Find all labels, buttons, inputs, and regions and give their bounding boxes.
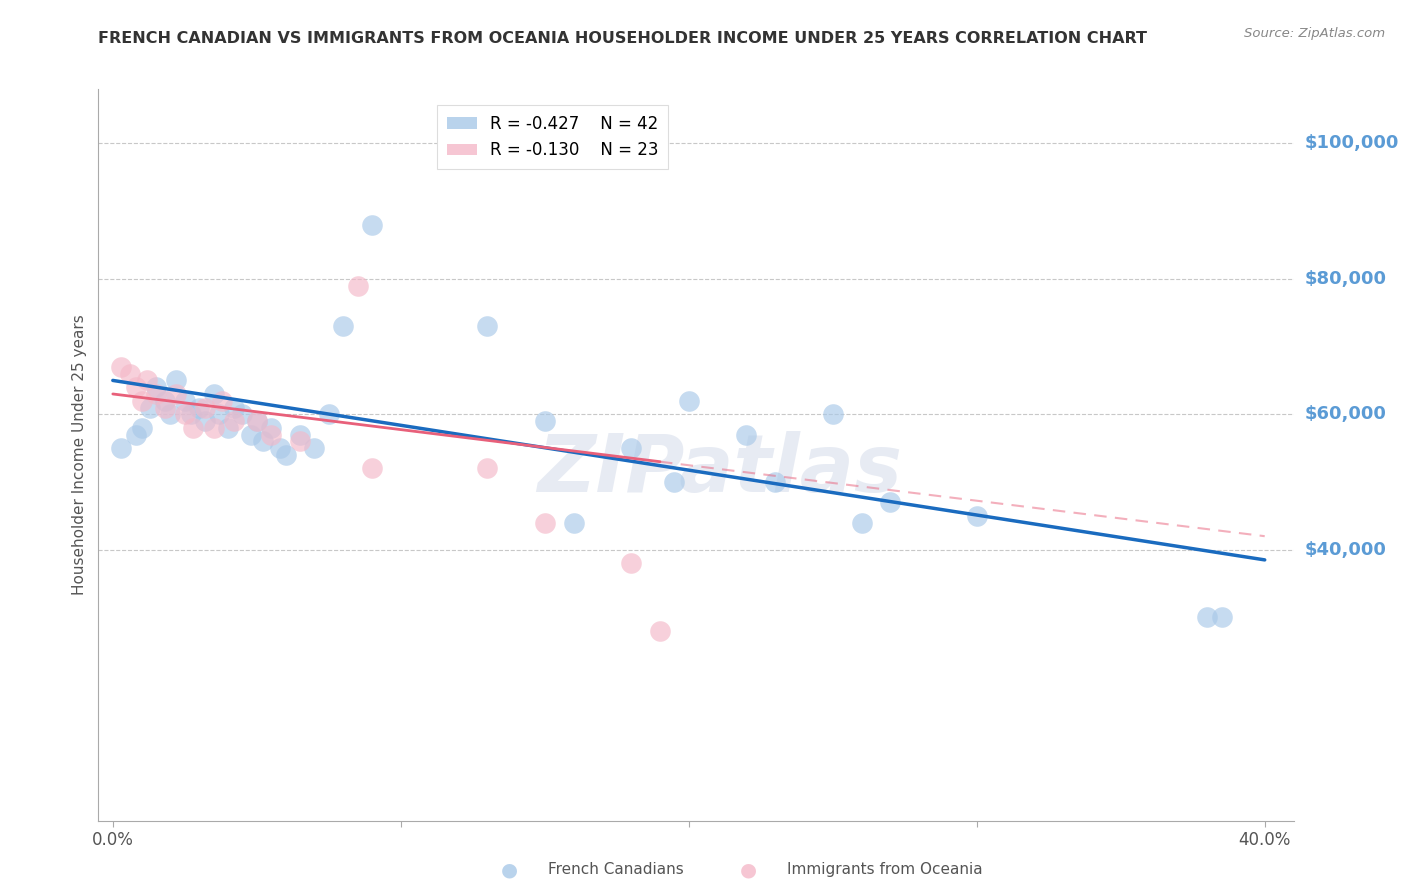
Point [231,407,253,421]
Text: ZIPatlas: ZIPatlas [537,431,903,508]
Point [318,407,340,421]
Point [120,367,142,381]
Point [159,407,181,421]
Point [260,427,283,442]
Point [332,319,354,334]
Text: ●: ● [740,860,756,880]
Point [678,393,700,408]
Point [180,407,202,421]
Point [252,434,274,449]
Point [136,373,159,387]
Point [269,441,291,455]
Point [851,516,873,530]
Text: $60,000: $60,000 [1305,405,1386,424]
Point [194,414,217,428]
Text: Immigrants from Oceania: Immigrants from Oceania [787,863,983,877]
Point [153,401,176,415]
Point [735,427,758,442]
Point [165,373,187,387]
Point [346,278,368,293]
Point [763,475,786,489]
Text: $40,000: $40,000 [1305,541,1386,558]
Point [361,218,384,232]
Text: French Canadians: French Canadians [548,863,685,877]
Point [217,421,239,435]
Text: ●: ● [501,860,517,880]
Point [165,387,187,401]
Point [821,407,844,421]
Point [153,393,176,408]
Point [304,441,326,455]
Point [173,407,195,421]
Point [222,414,245,428]
Point [664,475,686,489]
Point [202,387,225,401]
Point [477,319,499,334]
Point [288,427,311,442]
Point [966,508,988,523]
Point [125,380,148,394]
Point [1211,610,1233,624]
Text: Source: ZipAtlas.com: Source: ZipAtlas.com [1244,27,1385,40]
Point [194,401,217,415]
Point [562,516,585,530]
Point [274,448,297,462]
Point [145,387,167,401]
Point [361,461,384,475]
Point [202,421,225,435]
Point [246,414,269,428]
Point [246,414,269,428]
Text: FRENCH CANADIAN VS IMMIGRANTS FROM OCEANIA HOUSEHOLDER INCOME UNDER 25 YEARS COR: FRENCH CANADIAN VS IMMIGRANTS FROM OCEAN… [98,31,1147,46]
Y-axis label: Householder Income Under 25 years: Householder Income Under 25 years [72,315,87,595]
Point [477,461,499,475]
Point [188,401,211,415]
Text: $80,000: $80,000 [1305,270,1386,288]
Point [110,359,132,374]
Point [533,516,555,530]
Point [211,393,233,408]
Point [208,407,231,421]
Point [260,421,283,435]
Point [620,441,643,455]
Point [1197,610,1219,624]
Point [110,441,132,455]
Point [648,624,671,638]
Point [145,380,167,394]
Point [240,427,263,442]
Point [183,421,205,435]
Point [879,495,901,509]
Point [125,427,148,442]
Point [533,414,555,428]
Legend: R = -0.427    N = 42, R = -0.130    N = 23: R = -0.427 N = 42, R = -0.130 N = 23 [437,105,668,169]
Point [288,434,311,449]
Text: $100,000: $100,000 [1305,135,1399,153]
Point [139,401,162,415]
Point [620,556,643,570]
Point [222,401,245,415]
Point [131,421,153,435]
Point [131,393,153,408]
Point [173,393,195,408]
